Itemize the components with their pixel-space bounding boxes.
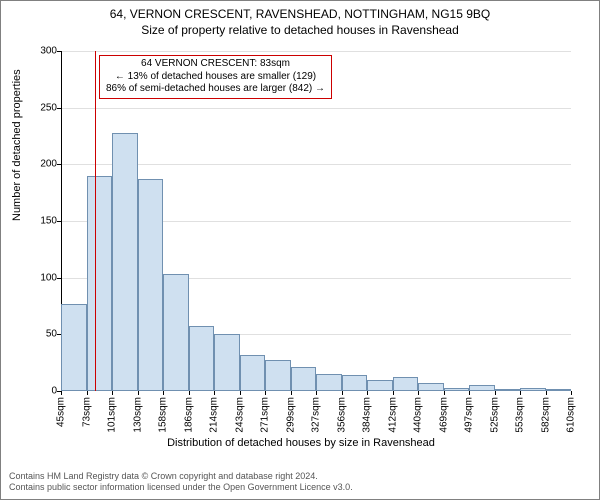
- histogram-bar: [520, 388, 546, 391]
- y-tick-label: 200: [1, 159, 57, 170]
- y-tick-mark: [57, 278, 61, 279]
- y-tick-label: 300: [1, 46, 57, 57]
- histogram-bar: [546, 389, 572, 391]
- x-tick-mark: [571, 391, 572, 395]
- x-tick-mark: [87, 391, 88, 395]
- y-axis-label: Number of detached properties: [11, 69, 23, 221]
- x-tick-mark: [163, 391, 164, 395]
- x-tick-mark: [469, 391, 470, 395]
- x-tick-label: 186sqm: [183, 397, 194, 433]
- x-tick-label: 327sqm: [311, 397, 322, 433]
- x-tick-label: 440sqm: [413, 397, 424, 433]
- x-tick-mark: [265, 391, 266, 395]
- x-tick-label: 73sqm: [81, 397, 92, 427]
- histogram-bar: [495, 389, 521, 391]
- histogram-bar: [469, 385, 495, 391]
- histogram-bar: [316, 374, 342, 391]
- x-tick-mark: [240, 391, 241, 395]
- x-tick-mark: [291, 391, 292, 395]
- x-tick-mark: [214, 391, 215, 395]
- x-tick-mark: [138, 391, 139, 395]
- x-tick-label: 356sqm: [336, 397, 347, 433]
- x-tick-mark: [367, 391, 368, 395]
- y-tick-label: 100: [1, 272, 57, 283]
- y-tick-label: 250: [1, 102, 57, 113]
- grid-line: [61, 108, 571, 109]
- x-tick-mark: [61, 391, 62, 395]
- histogram-bar: [342, 375, 368, 391]
- y-tick-label: 50: [1, 329, 57, 340]
- x-tick-label: 412sqm: [387, 397, 398, 433]
- histogram-bar: [418, 383, 444, 391]
- histogram-bar: [444, 388, 470, 391]
- x-axis-label: Distribution of detached houses by size …: [1, 437, 600, 449]
- x-tick-label: 525sqm: [489, 397, 500, 433]
- annotation-line1: 64 VERNON CRESCENT: 83sqm: [106, 58, 325, 71]
- figure-container: 64, VERNON CRESCENT, RAVENSHEAD, NOTTING…: [0, 0, 600, 500]
- histogram-bar: [393, 377, 419, 391]
- y-tick-label: 150: [1, 216, 57, 227]
- x-tick-mark: [444, 391, 445, 395]
- plot-region: [61, 51, 571, 391]
- reference-line: [95, 51, 96, 391]
- title-main: 64, VERNON CRESCENT, RAVENSHEAD, NOTTING…: [1, 7, 599, 21]
- y-tick-mark: [57, 221, 61, 222]
- chart-area: 45sqm73sqm101sqm130sqm158sqm186sqm214sqm…: [61, 51, 571, 391]
- x-tick-mark: [546, 391, 547, 395]
- title-sub: Size of property relative to detached ho…: [1, 23, 599, 37]
- footer-text: Contains HM Land Registry data © Crown c…: [9, 471, 353, 494]
- histogram-bar: [163, 274, 189, 391]
- histogram-bar: [189, 326, 215, 391]
- x-tick-mark: [342, 391, 343, 395]
- x-tick-mark: [316, 391, 317, 395]
- y-tick-mark: [57, 51, 61, 52]
- y-tick-label: 0: [1, 386, 57, 397]
- histogram-bar: [367, 380, 393, 391]
- histogram-bar: [112, 133, 138, 391]
- annotation-line3: 86% of semi-detached houses are larger (…: [106, 83, 325, 96]
- y-tick-mark: [57, 164, 61, 165]
- x-tick-label: 299sqm: [285, 397, 296, 433]
- x-tick-mark: [418, 391, 419, 395]
- x-tick-label: 158sqm: [158, 397, 169, 433]
- x-tick-label: 553sqm: [515, 397, 526, 433]
- annotation-box: 64 VERNON CRESCENT: 83sqm ← 13% of detac…: [99, 55, 332, 99]
- grid-line: [61, 164, 571, 165]
- histogram-bar: [265, 360, 291, 391]
- x-tick-label: 384sqm: [362, 397, 373, 433]
- histogram-bar: [138, 179, 164, 391]
- histogram-bar: [61, 304, 87, 391]
- y-tick-mark: [57, 108, 61, 109]
- x-tick-mark: [112, 391, 113, 395]
- histogram-bar: [214, 334, 240, 391]
- x-tick-label: 610sqm: [566, 397, 577, 433]
- x-tick-label: 214sqm: [209, 397, 220, 433]
- x-tick-label: 469sqm: [438, 397, 449, 433]
- grid-line: [61, 51, 571, 52]
- x-tick-label: 45sqm: [56, 397, 67, 427]
- x-tick-label: 243sqm: [234, 397, 245, 433]
- x-tick-label: 582sqm: [540, 397, 551, 433]
- x-tick-mark: [495, 391, 496, 395]
- x-tick-label: 271sqm: [260, 397, 271, 433]
- x-tick-mark: [393, 391, 394, 395]
- footer-line2: Contains public sector information licen…: [9, 482, 353, 493]
- histogram-bar: [240, 355, 266, 391]
- x-tick-mark: [520, 391, 521, 395]
- footer-line1: Contains HM Land Registry data © Crown c…: [9, 471, 353, 482]
- histogram-bar: [87, 176, 113, 391]
- histogram-bar: [291, 367, 317, 391]
- annotation-line2: ← 13% of detached houses are smaller (12…: [106, 71, 325, 84]
- x-tick-label: 101sqm: [107, 397, 118, 433]
- y-tick-mark: [57, 334, 61, 335]
- x-tick-label: 130sqm: [132, 397, 143, 433]
- x-tick-mark: [189, 391, 190, 395]
- x-tick-label: 497sqm: [464, 397, 475, 433]
